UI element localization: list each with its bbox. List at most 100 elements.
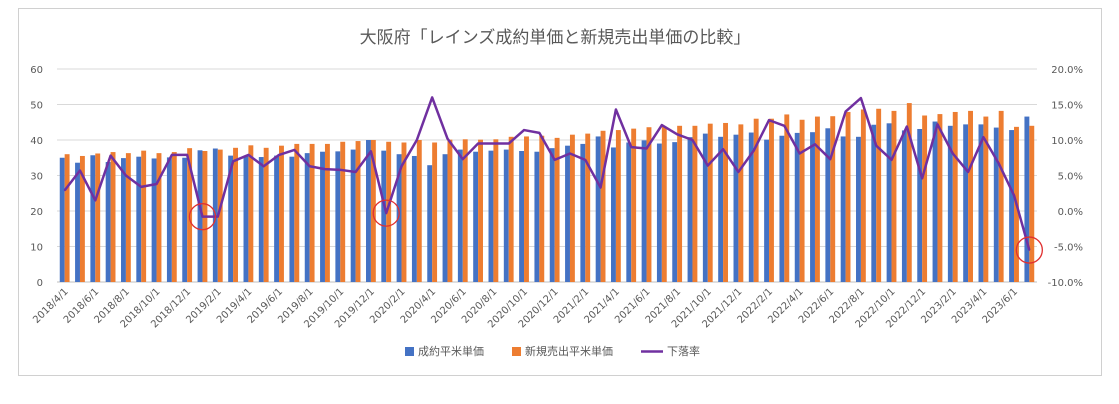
legend-swatch: [512, 347, 521, 356]
bar: [565, 145, 570, 282]
bar: [488, 150, 494, 282]
legend: 成約平米単価 新規売出平米単価 下落率: [405, 344, 700, 358]
line-point: [553, 159, 556, 161]
line-point: [109, 154, 112, 157]
highlight-circle: [372, 199, 400, 227]
line-series: [63, 96, 1031, 251]
line-point: [125, 174, 127, 177]
bar: [707, 123, 713, 282]
bar: [978, 124, 984, 282]
bar: [615, 130, 621, 282]
bar: [580, 143, 586, 282]
line-point: [860, 97, 862, 99]
bar: [95, 153, 101, 282]
bar: [952, 111, 958, 283]
bar: [125, 153, 131, 282]
bar: [600, 130, 606, 282]
bar: [90, 155, 96, 282]
bar: [595, 136, 601, 282]
left-axis-tick-label: 0: [37, 278, 43, 289]
bar: [860, 109, 866, 282]
line-point: [339, 169, 342, 171]
bar: [646, 127, 652, 282]
line-point: [829, 158, 832, 160]
line-point: [232, 160, 234, 163]
line-point: [569, 152, 571, 155]
left-axis-tick-label: 60: [30, 65, 43, 76]
bar: [493, 139, 499, 282]
bar: [856, 136, 861, 282]
bar: [585, 133, 591, 282]
right-axis-tick-label: -10.0%: [1048, 278, 1083, 289]
line-point: [783, 125, 786, 127]
bar: [79, 155, 85, 282]
bar: [983, 116, 989, 282]
right-axis-tick-label: 20.0%: [1051, 65, 1083, 76]
bar: [764, 139, 770, 282]
bar: [416, 140, 422, 282]
bar: [661, 126, 667, 282]
line-point: [921, 177, 923, 180]
bar: [549, 148, 555, 282]
bar: [381, 150, 387, 282]
line-point: [584, 159, 587, 161]
left-axis-tick-label: 10: [30, 243, 43, 254]
bar: [64, 154, 70, 282]
line-point: [400, 165, 403, 168]
bar: [243, 156, 249, 282]
line-point: [201, 215, 204, 218]
bar: [947, 125, 953, 282]
line-point: [446, 137, 449, 140]
bar: [233, 147, 238, 282]
bar: [447, 139, 453, 282]
line-point: [354, 171, 357, 173]
bar: [702, 133, 708, 282]
bar: [519, 151, 525, 282]
bar: [279, 145, 284, 282]
bar: [631, 128, 637, 282]
right-axis-tick-label: 0.0%: [1058, 207, 1083, 218]
line-point: [691, 139, 694, 141]
highlight-circle: [1015, 236, 1043, 264]
bar: [998, 110, 1004, 282]
highlight-circle: [188, 203, 217, 231]
bar: [891, 110, 897, 282]
bar: [539, 135, 545, 282]
bar: [457, 149, 463, 282]
line-point: [461, 158, 464, 160]
line-point: [79, 169, 81, 172]
bar: [59, 157, 65, 282]
bar: [677, 125, 683, 282]
right-axis-tick-label: 15.0%: [1051, 101, 1083, 112]
legend-item: 下落率: [641, 344, 700, 358]
bar: [626, 142, 632, 282]
right-axis-tick-label: 5.0%: [1058, 172, 1083, 183]
line-point: [293, 149, 296, 151]
bar: [672, 142, 678, 282]
left-axis: 0 10 20 30 40 50 60: [30, 65, 43, 289]
bar: [121, 158, 126, 282]
bar: [748, 132, 754, 282]
bar: [825, 128, 831, 282]
line-point: [890, 159, 893, 161]
bar: [411, 155, 417, 282]
highlight-circles: [188, 199, 1043, 264]
left-axis-tick-label: 20: [30, 207, 43, 218]
line-point: [630, 146, 633, 148]
line-point: [798, 152, 801, 155]
line-point: [982, 136, 985, 138]
bar: [340, 141, 346, 282]
bar: [845, 111, 851, 283]
legend-label: 新規売出平米単価: [525, 344, 613, 358]
bar: [753, 118, 759, 282]
bar: [554, 137, 560, 282]
left-axis-tick-label: 50: [30, 101, 43, 112]
line-point: [262, 165, 265, 168]
bar: [294, 143, 300, 282]
line-point: [615, 108, 617, 111]
bar: [814, 116, 820, 282]
bar: [611, 147, 616, 282]
bar: [432, 142, 438, 282]
bar: [656, 143, 662, 282]
line-point: [216, 215, 219, 218]
